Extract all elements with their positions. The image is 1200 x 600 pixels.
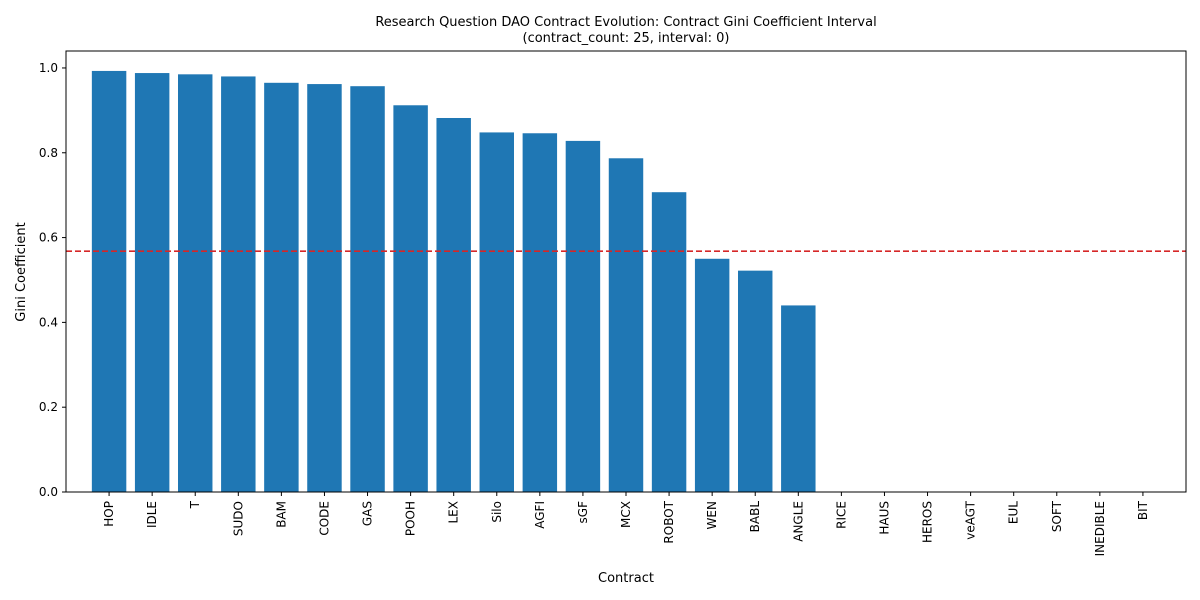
bar-idle (134, 73, 170, 493)
bar-mcx (608, 158, 644, 492)
y-tick-label: 0.4 (39, 315, 58, 329)
bar-agfi (522, 133, 558, 492)
bar-sgf (565, 140, 601, 492)
y-ticks-group: 0.0 0.2 0.4 0.6 0.8 1.0 (39, 61, 66, 499)
x-tick-label: BABL (748, 501, 762, 533)
x-tick-label: LEX (447, 501, 461, 524)
bar-sudo (221, 76, 256, 492)
y-axis-label: Gini Coefficient (14, 222, 29, 321)
x-tick-label: Silo (490, 501, 504, 523)
x-tick-label: sGF (576, 501, 590, 524)
bar-gas (350, 86, 385, 492)
x-tick-label: HOP (102, 501, 116, 527)
x-tick-label: veAGT (964, 500, 978, 539)
x-tick-label: HAUS (877, 501, 891, 535)
x-tick-label: INEDIBLE (1093, 501, 1107, 556)
bar-wen (694, 258, 730, 492)
x-tick-label: IDLE (145, 501, 159, 528)
x-tick-label: MCX (619, 501, 633, 528)
x-tick-label: CODE (317, 501, 331, 536)
y-tick-label: 0.8 (39, 146, 58, 160)
x-tick-label: RICE (834, 501, 848, 529)
bar-pooh (393, 105, 428, 493)
x-tick-label: POOH (404, 501, 418, 536)
bars-group (91, 70, 816, 493)
bar-silo (479, 132, 514, 492)
x-axis-label: Contract (598, 571, 654, 586)
x-tick-label: ROBOT (662, 500, 676, 543)
bar-angle (781, 305, 816, 492)
x-ticks-group: HOP IDLE T SUDO BAM CODE GAS POOH LEX Silo AGFI sGF… (102, 492, 1150, 556)
bar-babl (738, 270, 773, 492)
x-tick-label: SUDO (231, 501, 245, 536)
x-tick-label: BIT (1136, 500, 1150, 520)
x-tick-label: AGFI (533, 501, 547, 529)
x-tick-label: ANGLE (791, 501, 805, 542)
bar-code (307, 84, 342, 492)
x-tick-label: T (188, 500, 202, 509)
bar-hop (91, 70, 127, 492)
bar-t (178, 74, 213, 492)
chart-title: Research Question DAO Contract Evolution… (375, 15, 876, 30)
bar-robot (651, 192, 687, 492)
x-tick-label: SOFT (1050, 500, 1064, 532)
x-tick-label: BAM (274, 501, 288, 528)
x-tick-label: EUL (1007, 501, 1021, 524)
x-tick-label: HEROS (921, 501, 935, 543)
x-tick-label: WEN (705, 501, 719, 529)
x-tick-label: GAS (361, 501, 375, 526)
y-tick-label: 0.6 (39, 231, 58, 245)
y-tick-label: 0.0 (39, 485, 58, 499)
bar-lex (436, 117, 471, 492)
bar-bam (264, 82, 299, 492)
chart-subtitle: (contract_count: 25, interval: 0) (523, 31, 730, 46)
y-tick-label: 0.2 (39, 400, 58, 414)
y-tick-label: 1.0 (39, 61, 58, 75)
